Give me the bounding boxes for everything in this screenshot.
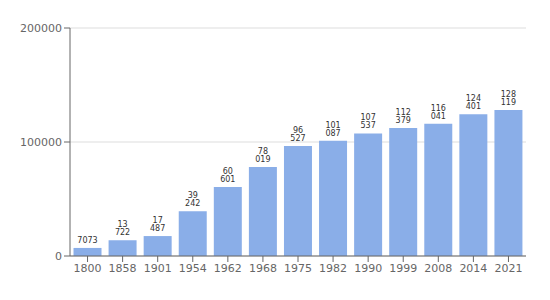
svg-text:1982: 1982 xyxy=(319,262,347,275)
svg-text:1954: 1954 xyxy=(179,262,207,275)
svg-text:112379: 112379 xyxy=(396,108,411,125)
svg-text:1858: 1858 xyxy=(109,262,137,275)
svg-text:1975: 1975 xyxy=(284,262,312,275)
svg-text:2021: 2021 xyxy=(494,262,522,275)
svg-text:124401: 124401 xyxy=(466,94,481,111)
svg-text:101087: 101087 xyxy=(325,121,340,138)
svg-text:1968: 1968 xyxy=(249,262,277,275)
svg-text:17487: 17487 xyxy=(150,216,165,233)
svg-text:1962: 1962 xyxy=(214,262,242,275)
svg-text:100000: 100000 xyxy=(20,136,62,149)
svg-text:1990: 1990 xyxy=(354,262,382,275)
svg-text:107537: 107537 xyxy=(360,113,375,130)
svg-text:7073: 7073 xyxy=(77,236,97,245)
svg-text:2014: 2014 xyxy=(459,262,487,275)
svg-text:96527: 96527 xyxy=(290,126,305,143)
svg-text:13722: 13722 xyxy=(115,220,130,237)
svg-text:1901: 1901 xyxy=(144,262,172,275)
svg-text:60601: 60601 xyxy=(220,167,235,184)
svg-text:128119: 128119 xyxy=(501,90,516,107)
svg-text:0: 0 xyxy=(55,250,62,263)
svg-text:78019: 78019 xyxy=(255,147,270,164)
svg-text:200000: 200000 xyxy=(20,22,62,35)
svg-text:2008: 2008 xyxy=(424,262,452,275)
svg-text:1800: 1800 xyxy=(74,262,102,275)
svg-text:39242: 39242 xyxy=(185,191,200,208)
svg-text:1999: 1999 xyxy=(389,262,417,275)
svg-text:116041: 116041 xyxy=(431,104,446,121)
